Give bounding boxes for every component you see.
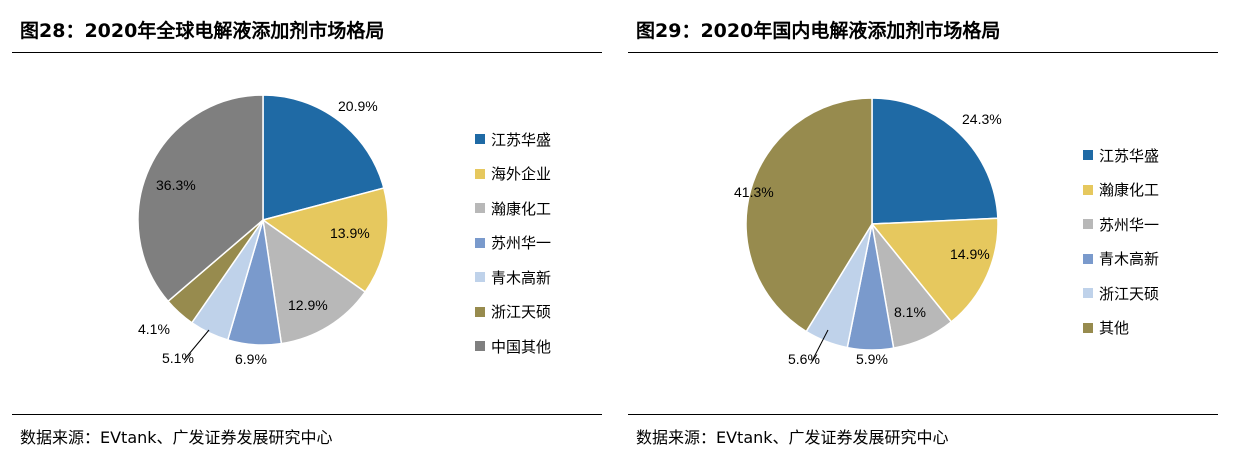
legend-label: 江苏华盛 xyxy=(491,130,552,149)
chart-title: 图28：2020年全球电解液添加剂市场格局 xyxy=(20,20,385,42)
legend-item: 浙江天硕 xyxy=(1083,276,1159,311)
legend-swatch xyxy=(1083,184,1093,195)
data-label: 36.3% xyxy=(156,177,196,193)
label-leader-line xyxy=(811,329,829,362)
legend-label: 海外企业 xyxy=(491,165,552,184)
source-divider xyxy=(12,414,602,415)
legend-item: 海外企业 xyxy=(475,157,551,192)
legend-label: 青木高新 xyxy=(491,268,552,287)
legend-swatch xyxy=(1083,150,1093,161)
data-label: 8.1% xyxy=(894,304,926,320)
data-label: 5.1% xyxy=(162,350,194,366)
legend-label: 青木高新 xyxy=(1099,250,1160,269)
legend-item: 其他 xyxy=(1083,311,1159,346)
pie-slice-7 xyxy=(137,94,264,303)
legend-swatch xyxy=(1083,322,1093,333)
source-note: 数据来源：EVtank、广发证券发展研究中心 xyxy=(636,428,949,447)
legend-item: 苏州华一 xyxy=(1083,207,1159,242)
legend-global: 江苏华盛海外企业瀚康化工苏州华一青木高新浙江天硕中国其他 xyxy=(475,122,551,364)
data-label: 5.9% xyxy=(856,351,888,367)
data-label: 20.9% xyxy=(338,98,378,114)
label-leader-line xyxy=(183,329,210,361)
legend-label: 苏州华一 xyxy=(1099,215,1160,234)
legend-label: 瀚康化工 xyxy=(1099,181,1160,200)
source-divider xyxy=(628,414,1218,415)
data-label: 4.1% xyxy=(138,321,170,337)
legend-label: 苏州华一 xyxy=(491,234,552,253)
title-underline xyxy=(12,52,602,53)
legend-label: 浙江天硕 xyxy=(1099,284,1160,303)
legend-item: 青木高新 xyxy=(1083,242,1159,277)
source-note: 数据来源：EVtank、广发证券发展研究中心 xyxy=(20,428,333,447)
pie-slice-1 xyxy=(871,97,999,225)
data-label: 41.3% xyxy=(734,184,774,200)
data-label: 24.3% xyxy=(962,111,1002,127)
legend-domestic: 江苏华盛瀚康化工苏州华一青木高新浙江天硕其他 xyxy=(1083,138,1159,345)
legend-item: 中国其他 xyxy=(475,329,551,364)
legend-label: 中国其他 xyxy=(491,337,552,356)
legend-swatch xyxy=(475,134,485,145)
pie-chart-domestic: 24.3% 14.9% 8.1% 5.9% 5.6% 41.3% xyxy=(734,97,1002,367)
legend-item: 青木高新 xyxy=(475,260,551,295)
pie-chart-global: 20.9% 13.9% 12.9% 6.9% 5.1% 4.1% 36.3% xyxy=(137,94,389,367)
legend-swatch xyxy=(475,306,485,317)
data-label: 14.9% xyxy=(950,246,990,262)
legend-swatch xyxy=(475,237,485,248)
legend-label: 浙江天硕 xyxy=(491,303,552,322)
legend-swatch xyxy=(1083,219,1093,230)
legend-item: 瀚康化工 xyxy=(475,191,551,226)
data-label: 5.6% xyxy=(788,351,820,367)
legend-item: 浙江天硕 xyxy=(475,295,551,330)
pie-slice-1 xyxy=(262,94,385,221)
legend-item: 江苏华盛 xyxy=(475,122,551,157)
chart-title: 图29：2020年国内电解液添加剂市场格局 xyxy=(636,20,1001,42)
legend-item: 瀚康化工 xyxy=(1083,173,1159,208)
data-label: 6.9% xyxy=(235,351,267,367)
legend-swatch xyxy=(1083,288,1093,299)
legend-swatch xyxy=(1083,253,1093,264)
chart-panel-domestic: 图29：2020年国内电解液添加剂市场格局 24.3% 14.9% 8.1% 5.9%… xyxy=(628,0,1228,451)
data-label: 12.9% xyxy=(288,297,328,313)
legend-swatch xyxy=(475,341,485,352)
legend-item: 苏州华一 xyxy=(475,226,551,261)
pie-slice-2 xyxy=(261,187,389,294)
legend-label: 其他 xyxy=(1099,319,1130,338)
pie-slice-6 xyxy=(745,97,873,333)
legend-swatch xyxy=(475,203,485,214)
legend-label: 瀚康化工 xyxy=(491,199,552,218)
legend-item: 江苏华盛 xyxy=(1083,138,1159,173)
pie-slice-3 xyxy=(262,218,367,345)
legend-label: 江苏华盛 xyxy=(1099,146,1160,165)
chart-panel-global: 图28：2020年全球电解液添加剂市场格局 20.9% 13.9% 12.9% 6.9… xyxy=(12,0,612,451)
pie-slice-2 xyxy=(870,217,999,323)
legend-swatch xyxy=(475,168,485,179)
title-underline xyxy=(628,52,1218,53)
legend-swatch xyxy=(475,272,485,283)
data-label: 13.9% xyxy=(330,225,370,241)
